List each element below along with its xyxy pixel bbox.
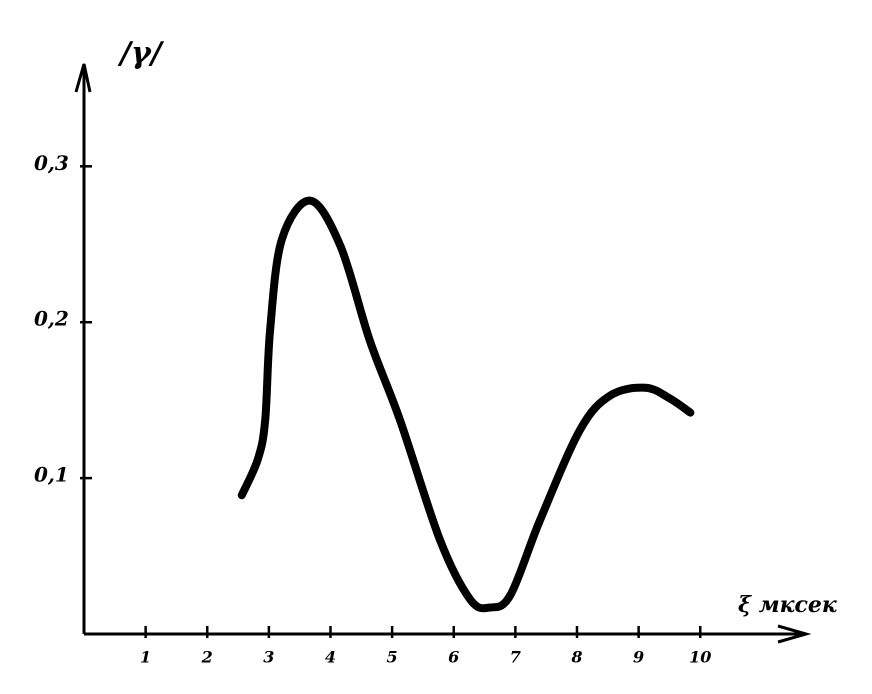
x-tick-label: 7	[510, 648, 521, 667]
x-tick-label: 2	[201, 648, 213, 667]
data-line	[237, 196, 695, 613]
x-tick-label: 6	[448, 648, 459, 667]
x-tick-label: 9	[633, 648, 644, 667]
x-tick-label: 1	[140, 648, 151, 667]
x-tick-label: 8	[570, 648, 582, 667]
x-axis	[84, 624, 812, 644]
x-axis-label: ξ мксек	[738, 592, 837, 618]
x-tick-label: 10	[689, 648, 711, 667]
x-tick-label: 4	[325, 648, 336, 667]
y-tick-label: 0,2	[34, 307, 69, 331]
y-tick-label: 0,1	[34, 463, 69, 487]
x-tick-label: 3	[263, 648, 274, 667]
y-axis-label: /γ/	[117, 36, 165, 71]
y-tick-label: 0,3	[34, 151, 69, 175]
x-tick-label: 5	[387, 648, 398, 667]
y-axis	[74, 63, 92, 634]
